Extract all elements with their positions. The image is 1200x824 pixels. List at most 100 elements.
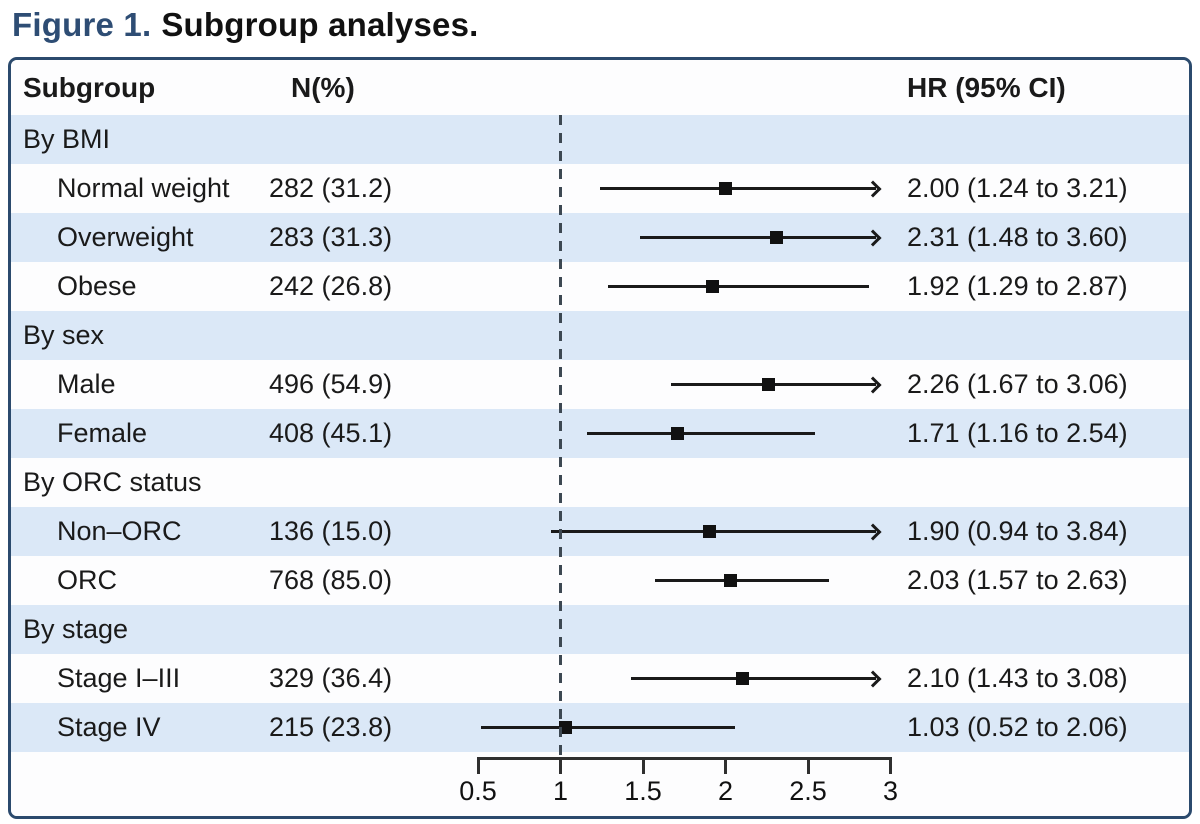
data-row: ORC 768 (85.0) 2.03 (1.57 to 2.63) xyxy=(11,556,1189,605)
arrow-head-icon xyxy=(864,229,882,246)
row-n-percent: 496 (54.9) xyxy=(269,369,393,399)
axis-tick-label: 3 xyxy=(882,776,899,806)
hr-point-marker xyxy=(702,525,716,538)
group-row: By ORC status xyxy=(11,458,1189,507)
row-label: Female xyxy=(57,418,148,448)
table-header-row: Subgroup N(%) HR (95% CI) xyxy=(11,60,1189,115)
group-label: By stage xyxy=(23,614,129,644)
row-hr-text: 2.00 (1.24 to 3.21) xyxy=(907,173,1128,203)
row-label: Stage I–III xyxy=(57,663,181,693)
header-subgroup: Subgroup xyxy=(23,71,156,103)
ci-line xyxy=(608,285,870,288)
row-label: Overweight xyxy=(57,222,194,252)
group-label: By sex xyxy=(23,320,105,350)
hr-axis: 0.5 1 1.5 2 2.5 3 xyxy=(11,752,1189,816)
row-plot-cell xyxy=(426,360,901,409)
hr-point-marker xyxy=(735,672,749,685)
row-n-percent: 215 (23.8) xyxy=(269,712,393,742)
row-plot-cell xyxy=(426,409,901,458)
hr-point-marker xyxy=(558,721,572,734)
row-n-percent: 768 (85.0) xyxy=(269,565,393,595)
data-row: Obese 242 (26.8) 1.92 (1.29 to 2.87) xyxy=(11,262,1189,311)
hr-point-marker xyxy=(719,182,732,195)
header-hr-ci: HR (95% CI) xyxy=(907,71,1066,103)
ci-line xyxy=(639,236,876,239)
axis-tick xyxy=(476,757,480,774)
hr-point-marker xyxy=(705,280,719,293)
data-row: Normal weight 282 (31.2) 2.00 (1.24 to 3.2… xyxy=(11,164,1189,213)
row-plot-cell xyxy=(426,507,901,556)
row-n-percent: 282 (31.2) xyxy=(269,173,393,203)
axis-tick-label: 1.5 xyxy=(624,776,662,806)
figure-title: Figure 1. Subgroup analyses. xyxy=(0,0,1200,44)
row-label: Normal weight xyxy=(57,173,230,203)
axis-tick-label: 1 xyxy=(552,776,569,806)
axis-tick-label: 2.5 xyxy=(789,776,827,806)
axis-tick xyxy=(724,757,727,774)
row-hr-text: 1.03 (0.52 to 2.06) xyxy=(907,712,1128,742)
row-hr-text: 2.03 (1.57 to 2.63) xyxy=(907,565,1128,595)
row-n-percent: 136 (15.0) xyxy=(269,516,393,546)
row-n-percent: 283 (31.3) xyxy=(269,222,393,252)
data-row: Non–ORC 136 (15.0) 1.90 (0.94 to 3.84) xyxy=(11,507,1189,556)
hr-point-marker xyxy=(671,427,685,440)
header-n-percent: N(%) xyxy=(291,71,355,103)
ci-line xyxy=(631,677,876,680)
row-plot-cell xyxy=(426,556,901,605)
row-label: Non–ORC xyxy=(57,516,182,546)
axis-tick-label: 2 xyxy=(717,776,734,806)
rows-container: By BMI Normal weight 282 (31.2) 2.00 (1.24 … xyxy=(11,115,1189,752)
row-plot-cell xyxy=(426,262,901,311)
group-row: By stage xyxy=(11,605,1189,654)
ci-line xyxy=(481,726,736,729)
hr-point-marker xyxy=(770,231,784,244)
axis-tick xyxy=(559,757,562,774)
figure-number-label: Figure 1. xyxy=(12,6,152,43)
figure-title-text: Subgroup analyses. xyxy=(161,6,479,43)
data-row: Female 408 (45.1) 1.71 (1.16 to 2.54) xyxy=(11,409,1189,458)
header-plot-spacer xyxy=(426,60,901,115)
axis-tick xyxy=(806,757,810,774)
ci-line xyxy=(586,432,815,435)
arrow-head-icon xyxy=(864,376,882,393)
plot-body: By BMI Normal weight 282 (31.2) 2.00 (1.24 … xyxy=(11,115,1189,816)
row-n-percent: 242 (26.8) xyxy=(269,271,393,301)
row-plot-cell xyxy=(426,703,901,752)
arrow-head-icon xyxy=(864,180,882,197)
row-hr-text: 2.31 (1.48 to 3.60) xyxy=(907,222,1128,252)
data-row: Stage I–III 329 (36.4) 2.10 (1.43 to 3.08) xyxy=(11,654,1189,703)
group-label: By ORC status xyxy=(23,467,202,497)
group-row: By sex xyxy=(11,311,1189,360)
ci-line xyxy=(600,187,876,190)
axis-tick-label: 0.5 xyxy=(459,776,497,806)
row-plot-cell xyxy=(426,654,901,703)
arrow-head-icon xyxy=(864,670,882,687)
arrow-head-icon xyxy=(864,523,882,540)
data-row: Overweight 283 (31.3) 2.31 (1.48 to 3.60) xyxy=(11,213,1189,262)
group-label: By BMI xyxy=(23,124,111,154)
row-hr-text: 1.90 (0.94 to 3.84) xyxy=(907,516,1128,546)
ci-line xyxy=(654,579,830,582)
axis-line xyxy=(478,757,891,760)
hr-point-marker xyxy=(723,574,737,587)
row-n-percent: 329 (36.4) xyxy=(269,663,393,693)
row-label: Male xyxy=(57,369,116,399)
axis-tick xyxy=(889,757,892,774)
row-plot-cell xyxy=(426,164,901,213)
row-hr-text: 2.26 (1.67 to 3.06) xyxy=(907,369,1128,399)
row-label: Stage IV xyxy=(57,712,161,742)
row-hr-text: 1.71 (1.16 to 2.54) xyxy=(907,418,1128,448)
row-hr-text: 1.92 (1.29 to 2.87) xyxy=(907,271,1128,301)
reference-line xyxy=(559,115,562,761)
row-plot-cell xyxy=(426,213,901,262)
forest-plot-panel: Subgroup N(%) HR (95% CI) By BMI Normal w… xyxy=(8,57,1192,819)
row-label: ORC xyxy=(57,565,117,595)
axis-tick xyxy=(641,757,645,774)
data-row: Male 496 (54.9) 2.26 (1.67 to 3.06) xyxy=(11,360,1189,409)
row-n-percent: 408 (45.1) xyxy=(269,418,393,448)
row-label: Obese xyxy=(57,271,137,301)
hr-point-marker xyxy=(761,378,775,391)
row-hr-text: 2.10 (1.43 to 3.08) xyxy=(907,663,1128,693)
group-row: By BMI xyxy=(11,115,1189,164)
data-row: Stage IV 215 (23.8) 1.03 (0.52 to 2.06) xyxy=(11,703,1189,752)
